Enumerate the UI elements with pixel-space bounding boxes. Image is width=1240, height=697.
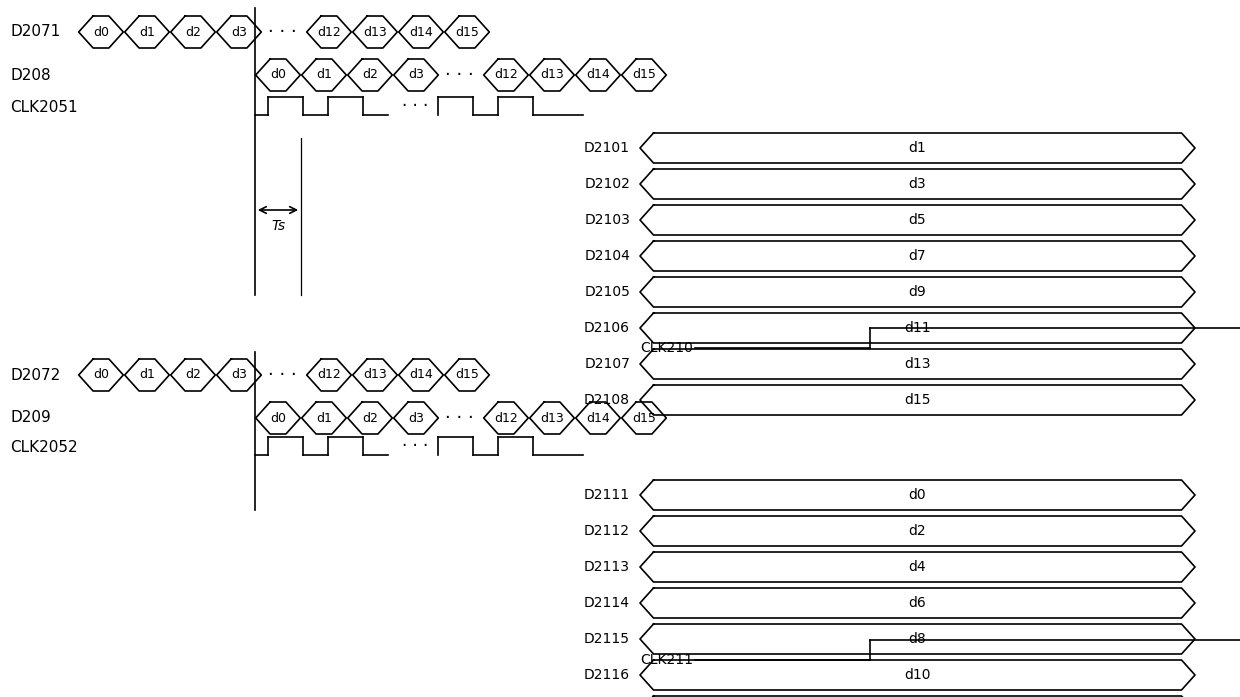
Text: · · ·: · · · (403, 97, 429, 115)
Text: D2071: D2071 (10, 24, 61, 40)
Text: d6: d6 (909, 596, 926, 610)
Text: D2116: D2116 (584, 668, 630, 682)
Text: d5: d5 (909, 213, 926, 227)
Text: · · ·: · · · (445, 409, 474, 427)
Text: D208: D208 (10, 68, 51, 82)
Text: d2: d2 (185, 369, 201, 381)
Text: d12: d12 (494, 411, 518, 424)
Text: d15: d15 (455, 26, 479, 38)
Text: d15: d15 (632, 411, 656, 424)
Text: d14: d14 (587, 68, 610, 82)
Text: d4: d4 (909, 560, 926, 574)
Text: d15: d15 (632, 68, 656, 82)
Text: d14: d14 (409, 26, 433, 38)
Text: CLK2052: CLK2052 (10, 440, 78, 454)
Text: d12: d12 (494, 68, 518, 82)
Text: d3: d3 (231, 369, 247, 381)
Text: d2: d2 (362, 411, 378, 424)
Text: d13: d13 (904, 357, 931, 371)
Text: d2: d2 (909, 524, 926, 538)
Text: d15: d15 (904, 393, 931, 407)
Text: D2115: D2115 (584, 632, 630, 646)
Text: D2113: D2113 (584, 560, 630, 574)
Text: D2111: D2111 (584, 488, 630, 502)
Text: d0: d0 (93, 369, 109, 381)
Text: d1: d1 (316, 68, 332, 82)
Text: d8: d8 (909, 632, 926, 646)
Text: d10: d10 (904, 668, 931, 682)
Text: D2072: D2072 (10, 367, 61, 383)
Text: D2106: D2106 (584, 321, 630, 335)
Text: D2102: D2102 (584, 177, 630, 191)
Text: d0: d0 (270, 68, 286, 82)
Text: D2101: D2101 (584, 141, 630, 155)
Text: d7: d7 (909, 249, 926, 263)
Text: d12: d12 (317, 26, 341, 38)
Text: d13: d13 (541, 411, 564, 424)
Text: CLK210: CLK210 (640, 341, 693, 355)
Text: d3: d3 (408, 68, 424, 82)
Text: Ts: Ts (270, 219, 285, 233)
Text: D2112: D2112 (584, 524, 630, 538)
Text: CLK211: CLK211 (640, 653, 693, 667)
Text: d3: d3 (231, 26, 247, 38)
Text: d0: d0 (270, 411, 286, 424)
Text: d15: d15 (455, 369, 479, 381)
Text: d0: d0 (909, 488, 926, 502)
Text: d2: d2 (362, 68, 378, 82)
Text: d0: d0 (93, 26, 109, 38)
Text: D2107: D2107 (584, 357, 630, 371)
Text: d1: d1 (316, 411, 332, 424)
Text: D2104: D2104 (584, 249, 630, 263)
Text: d1: d1 (909, 141, 926, 155)
Text: d2: d2 (185, 26, 201, 38)
Text: d12: d12 (317, 369, 341, 381)
Text: d1: d1 (139, 369, 155, 381)
Text: D209: D209 (10, 411, 51, 425)
Text: D2103: D2103 (584, 213, 630, 227)
Text: d14: d14 (409, 369, 433, 381)
Text: · · ·: · · · (268, 366, 296, 384)
Text: D2114: D2114 (584, 596, 630, 610)
Text: D2105: D2105 (584, 285, 630, 299)
Text: · · ·: · · · (445, 66, 474, 84)
Text: d14: d14 (587, 411, 610, 424)
Text: d11: d11 (904, 321, 931, 335)
Text: d3: d3 (408, 411, 424, 424)
Text: d3: d3 (909, 177, 926, 191)
Text: D2108: D2108 (584, 393, 630, 407)
Text: d13: d13 (363, 26, 387, 38)
Text: · · ·: · · · (268, 23, 296, 41)
Text: d1: d1 (139, 26, 155, 38)
Text: CLK2051: CLK2051 (10, 100, 78, 114)
Text: d9: d9 (909, 285, 926, 299)
Text: · · ·: · · · (403, 437, 429, 455)
Text: d13: d13 (363, 369, 387, 381)
Text: d13: d13 (541, 68, 564, 82)
